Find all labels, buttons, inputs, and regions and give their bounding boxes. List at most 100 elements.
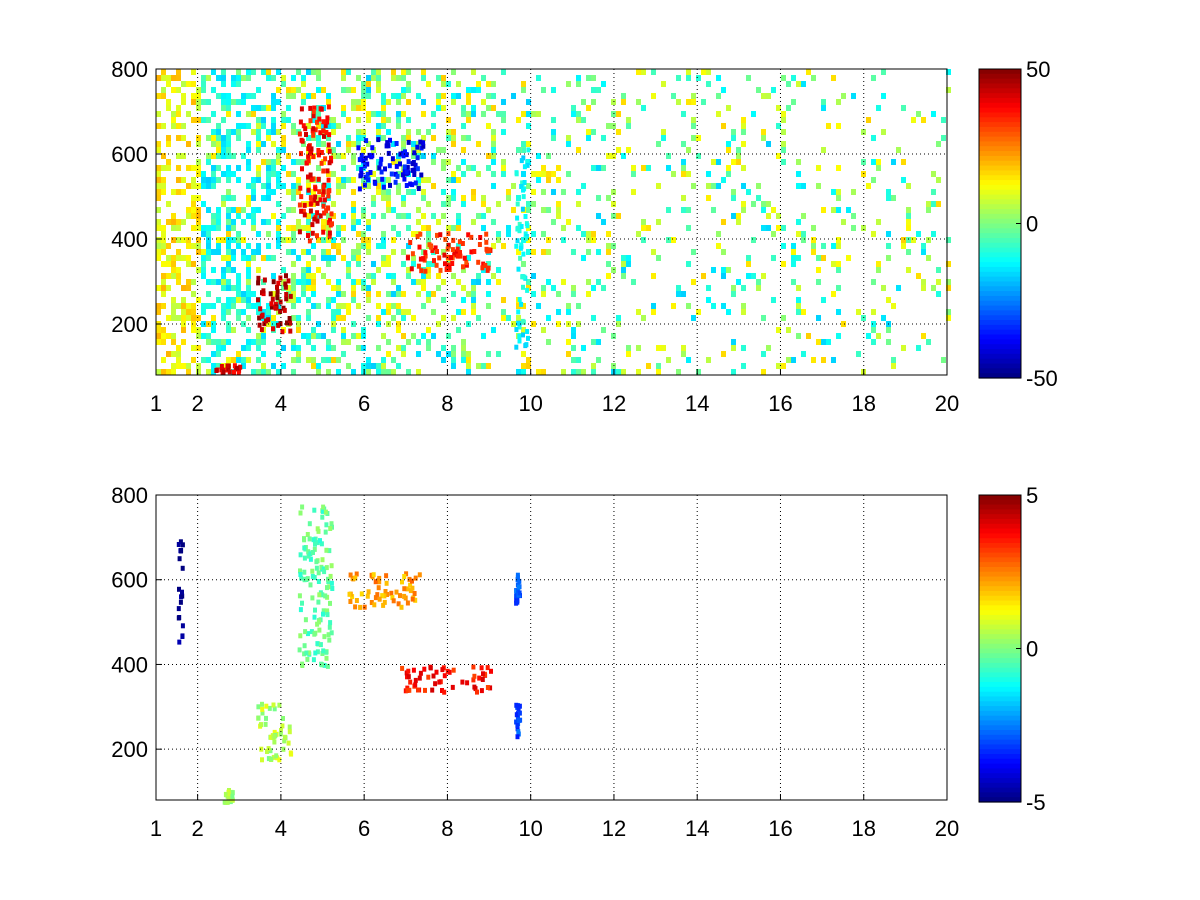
- heat-cell: [396, 601, 401, 607]
- heat-cell: [186, 207, 191, 213]
- heat-cell: [176, 357, 181, 363]
- heat-cell: [161, 177, 166, 183]
- heat-cell: [276, 280, 281, 286]
- colorbar-swatch: [979, 701, 1021, 707]
- colorbar-swatch: [979, 715, 1021, 722]
- heat-cell: [358, 604, 363, 610]
- heat-cell: [231, 81, 236, 87]
- heat-cell: [377, 579, 382, 585]
- heat-cell: [191, 195, 196, 201]
- heat-cell: [514, 712, 519, 718]
- heat-cell: [377, 596, 382, 602]
- heat-cell: [256, 339, 261, 345]
- heat-cell: [486, 165, 491, 171]
- heat-cell: [356, 249, 361, 255]
- heat-cell: [404, 169, 409, 175]
- y-tick-label: 600: [111, 568, 148, 593]
- heat-cell: [716, 231, 721, 237]
- heat-cell: [501, 309, 506, 315]
- heat-cell: [380, 593, 385, 599]
- heat-cell: [415, 144, 420, 150]
- heat-cell: [323, 593, 328, 599]
- heat-cell: [306, 154, 311, 160]
- heat-cell: [376, 177, 381, 183]
- heat-cell: [376, 81, 381, 87]
- heat-cell: [281, 141, 286, 147]
- heat-cell: [826, 339, 831, 345]
- heat-cell: [479, 688, 484, 694]
- heat-cell: [301, 81, 306, 87]
- colorbar-swatch: [979, 614, 1021, 621]
- heat-cell: [266, 369, 271, 375]
- heat-cell: [691, 123, 696, 129]
- heat-cell: [221, 369, 226, 375]
- heat-cell: [916, 345, 921, 351]
- heat-cell: [216, 177, 221, 183]
- heat-cell: [491, 129, 496, 135]
- heat-cell: [161, 225, 166, 231]
- heat-cell: [491, 327, 496, 333]
- heat-cell: [546, 315, 551, 321]
- heat-cell: [706, 297, 711, 303]
- heat-cell: [886, 255, 891, 261]
- heat-cell: [356, 117, 361, 123]
- heat-cell: [796, 333, 801, 339]
- heat-cell: [796, 297, 801, 303]
- heat-cell: [451, 351, 456, 357]
- heat-cell: [281, 213, 286, 219]
- heat-cell: [156, 339, 161, 345]
- heat-cell: [931, 171, 936, 177]
- heat-cell: [327, 230, 332, 236]
- heat-cell: [841, 321, 846, 327]
- heat-cell: [201, 303, 206, 309]
- heat-cell: [382, 593, 387, 599]
- heat-cell: [921, 333, 926, 339]
- heat-cell: [566, 81, 571, 87]
- heat-cell: [231, 207, 236, 213]
- heat-cell: [461, 123, 466, 129]
- heat-cell: [591, 369, 596, 375]
- heat-cell: [261, 333, 266, 339]
- heat-cell: [441, 75, 446, 81]
- heat-cell: [306, 285, 311, 291]
- heat-cell: [871, 159, 876, 165]
- heat-cell: [310, 222, 315, 228]
- heat-cell: [346, 267, 351, 273]
- heat-cell: [331, 321, 336, 327]
- heat-cell: [431, 291, 436, 297]
- heat-cell: [581, 183, 586, 189]
- heat-cell: [298, 185, 303, 191]
- colorbar-swatch: [979, 233, 1021, 239]
- heat-cell: [376, 183, 381, 189]
- heat-cell: [298, 119, 303, 125]
- heat-cell: [196, 369, 201, 375]
- heat-cell: [386, 189, 391, 195]
- heat-cell: [156, 369, 161, 375]
- heat-cell: [796, 285, 801, 291]
- heat-cell: [305, 532, 310, 537]
- heat-cell: [451, 129, 456, 135]
- heat-cell: [515, 599, 520, 605]
- heat-cell: [611, 153, 616, 159]
- heat-cell: [586, 129, 591, 135]
- heat-cell: [421, 69, 426, 75]
- heat-cell: [371, 279, 376, 285]
- heat-cell: [266, 309, 271, 315]
- heat-cell: [501, 111, 506, 117]
- heat-cell: [571, 333, 576, 339]
- heat-cell: [298, 510, 303, 516]
- heat-cell: [515, 734, 520, 740]
- heat-cell: [901, 105, 906, 111]
- heat-cell: [372, 602, 377, 608]
- heat-cell: [806, 69, 811, 75]
- heat-cell: [221, 279, 226, 285]
- heat-cell: [691, 135, 696, 141]
- heat-cell: [636, 231, 641, 237]
- x-tick-label: 1: [150, 391, 162, 416]
- heat-cell: [536, 303, 541, 309]
- colorbar-swatch: [979, 126, 1021, 133]
- heat-cell: [515, 215, 520, 221]
- colorbar-swatch: [979, 778, 1021, 784]
- heat-cell: [298, 572, 303, 577]
- heat-cell: [476, 87, 481, 93]
